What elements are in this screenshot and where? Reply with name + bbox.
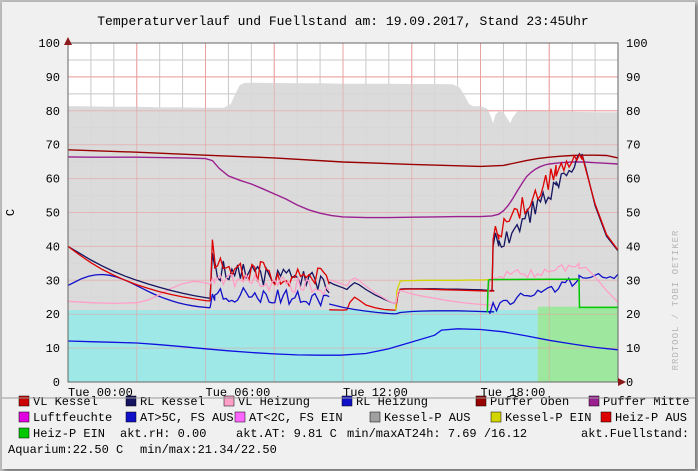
svg-text:0: 0 [53, 376, 60, 390]
svg-text:Puffer Mitte: Puffer Mitte [603, 395, 689, 409]
svg-text:90: 90 [626, 71, 640, 85]
svg-text:20: 20 [626, 308, 640, 322]
svg-text:100: 100 [626, 37, 648, 51]
svg-text:70: 70 [626, 139, 640, 153]
svg-text:Temperaturverlauf und Fuellsta: Temperaturverlauf und Fuellstand am: 19.… [97, 14, 588, 29]
svg-text:90: 90 [46, 71, 60, 85]
svg-text:AT<2C, FS EIN: AT<2C, FS EIN [249, 411, 343, 425]
svg-text:Kessel-P AUS: Kessel-P AUS [384, 411, 470, 425]
svg-text:min/maxAT24h: 7.69 /16.12: min/maxAT24h: 7.69 /16.12 [347, 427, 527, 441]
svg-text:Heiz-P AUS: Heiz-P AUS [615, 411, 687, 425]
svg-text:10: 10 [46, 342, 60, 356]
svg-text:C: C [4, 209, 18, 216]
svg-text:70: 70 [46, 139, 60, 153]
svg-text:AT>5C, FS AUS: AT>5C, FS AUS [140, 411, 234, 425]
svg-text:40: 40 [626, 240, 640, 254]
svg-text:50: 50 [46, 207, 60, 221]
svg-text:Puffer Oben: Puffer Oben [490, 395, 569, 409]
svg-text:40: 40 [46, 240, 60, 254]
svg-text:VL Kessel: VL Kessel [33, 395, 98, 409]
svg-text:VL Heizung: VL Heizung [238, 395, 310, 409]
svg-text:80: 80 [626, 105, 640, 119]
svg-text:20: 20 [46, 308, 60, 322]
svg-text:50: 50 [626, 207, 640, 221]
svg-text:60: 60 [46, 173, 60, 187]
svg-text:RL Kessel: RL Kessel [140, 395, 205, 409]
svg-text:30: 30 [46, 274, 60, 288]
svg-text:Luftfeuchte: Luftfeuchte [33, 411, 112, 425]
svg-text:Kessel-P EIN: Kessel-P EIN [505, 411, 591, 425]
svg-text:80: 80 [46, 105, 60, 119]
svg-text:10: 10 [626, 342, 640, 356]
svg-text:Heiz-P EIN: Heiz-P EIN [33, 427, 105, 441]
svg-text:akt.rH: 0.00: akt.rH: 0.00 [120, 427, 206, 441]
svg-text:akt.Fuellstand: 78: akt.Fuellstand: 78 [581, 427, 695, 441]
svg-text:RL Heizung: RL Heizung [356, 395, 428, 409]
svg-text:60: 60 [626, 173, 640, 187]
svg-text:akt.AT: 9.81 C: akt.AT: 9.81 C [236, 427, 337, 441]
svg-text:100: 100 [38, 37, 60, 51]
svg-text:0: 0 [626, 376, 633, 390]
svg-text:30: 30 [626, 274, 640, 288]
svg-text:RRDTOOL / TOBI OETIKER: RRDTOOL / TOBI OETIKER [671, 230, 681, 371]
svg-text:Aquarium:22.50 C: Aquarium:22.50 C [8, 443, 123, 457]
svg-text:min/max:21.34/22.50: min/max:21.34/22.50 [140, 443, 277, 457]
